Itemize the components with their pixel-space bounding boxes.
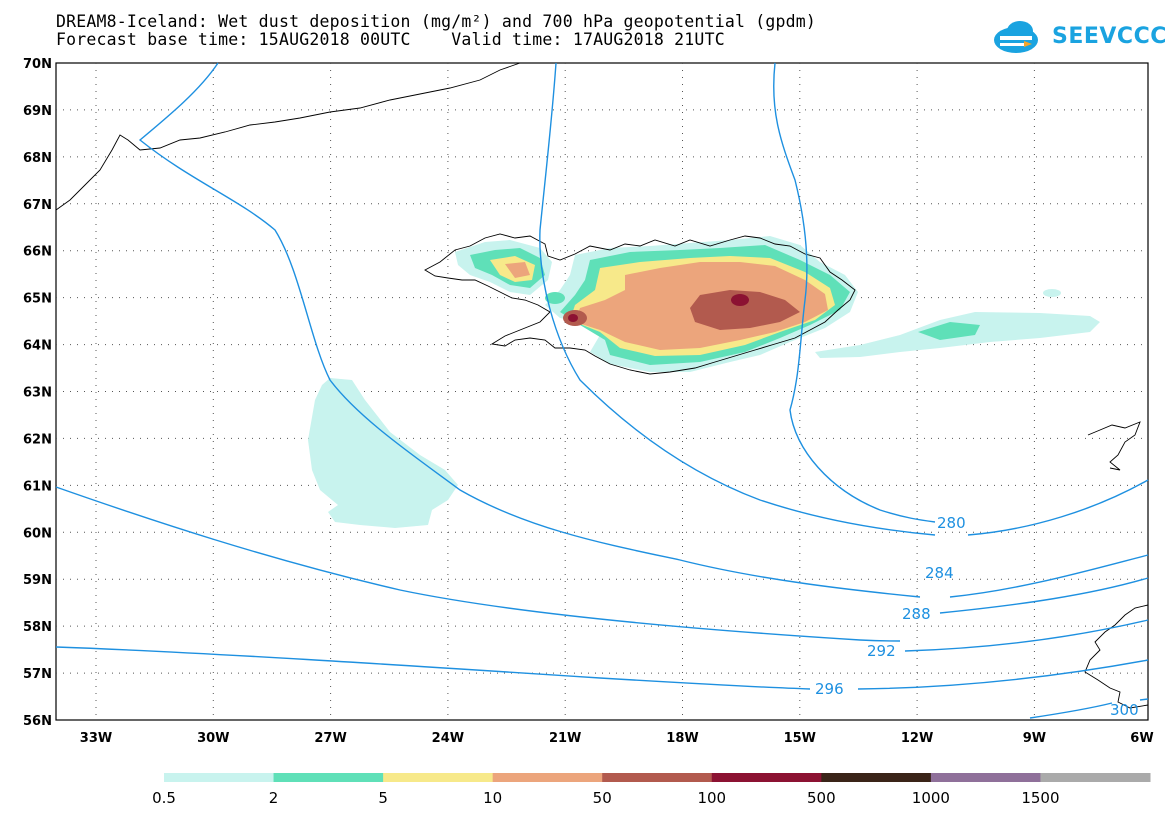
legend-swatch	[383, 773, 494, 782]
dust-patch-southwest	[308, 378, 458, 528]
contour-3	[773, 62, 936, 523]
dust-westfjords-orange	[505, 262, 530, 278]
contour-6b	[1139, 698, 1149, 701]
legend-swatch	[273, 773, 384, 782]
legend-label: 1500	[1021, 789, 1059, 807]
dust-iceland-red	[690, 290, 800, 330]
contour-label-280: 280	[937, 514, 966, 532]
contour-1b	[949, 554, 1149, 598]
dust-reykjanes-peak	[568, 314, 578, 322]
color-legend: 0.5 2 5 10 50 100 500 1000 1500	[152, 773, 1151, 807]
lat-label: 62N	[23, 432, 52, 447]
legend-swatch	[602, 773, 713, 782]
legend-swatch	[164, 773, 275, 782]
latitude-labels: 70N 69N 68N 67N 66N 65N 64N 63N 62N 61N 60N 59N 58N 5…	[23, 57, 52, 729]
lat-label: 64N	[23, 339, 52, 354]
lat-label: 65N	[23, 292, 52, 307]
legend-swatch	[492, 773, 603, 782]
dust-snaefellsnes	[545, 292, 565, 304]
chart-title: DREAM8-Iceland: Wet dust deposition (mg/…	[56, 12, 817, 31]
lon-label: 6W	[1130, 731, 1153, 746]
greenland-coastline	[55, 62, 521, 211]
legend-label: 10	[483, 789, 502, 807]
contour-4	[55, 486, 901, 642]
lat-label: 56N	[23, 714, 52, 729]
lon-label: 21W	[549, 731, 581, 746]
legend-label: 2	[269, 789, 279, 807]
legend-swatch	[1040, 773, 1151, 782]
lon-label: 12W	[901, 731, 933, 746]
contour-2b	[967, 479, 1149, 536]
dust-spot-east	[1043, 289, 1061, 297]
geopotential-contours	[55, 62, 1149, 719]
chart-subtitle: Forecast base time: 15AUG2018 00UTC Vali…	[56, 30, 725, 49]
contour-5b	[904, 619, 1149, 652]
lon-label: 27W	[314, 731, 346, 746]
legend-label: 500	[807, 789, 836, 807]
lat-label: 60N	[23, 526, 52, 541]
lat-label: 58N	[23, 620, 52, 635]
lon-label: 9W	[1023, 731, 1046, 746]
scotland-coastline	[1084, 604, 1149, 709]
contour-label-284: 284	[925, 564, 954, 582]
contour-label-288: 288	[902, 605, 931, 623]
legend-swatch	[821, 773, 932, 782]
dust-plume-core	[918, 322, 980, 340]
lat-label: 67N	[23, 198, 52, 213]
contour-label-300: 300	[1110, 701, 1139, 719]
lat-label: 63N	[23, 386, 52, 401]
lat-label: 59N	[23, 573, 52, 588]
legend-label: 5	[378, 789, 388, 807]
contour-5c	[857, 659, 1149, 690]
lat-label: 61N	[23, 479, 52, 494]
lon-label: 33W	[80, 731, 112, 746]
legend-swatch	[930, 773, 1041, 782]
dust-deposition-shading	[308, 236, 1100, 528]
lat-label: 66N	[23, 245, 52, 260]
longitude-labels: 33W 30W 27W 24W 21W 18W 15W 12W 9W 6W	[80, 731, 1154, 746]
lat-label: 57N	[23, 667, 52, 682]
faroe-coastline	[1087, 421, 1141, 471]
lon-label: 30W	[197, 731, 229, 746]
cloud-logo-icon	[994, 21, 1038, 53]
legend-label: 100	[697, 789, 726, 807]
lon-label: 18W	[666, 731, 698, 746]
contour-4b	[939, 577, 1149, 614]
lat-label: 68N	[23, 151, 52, 166]
logo-text: SEEVCCC	[1052, 24, 1167, 49]
lat-label: 69N	[23, 104, 52, 119]
legend-label: 0.5	[152, 789, 176, 807]
contour-2	[539, 62, 936, 536]
lon-label: 15W	[784, 731, 816, 746]
contour-label-296: 296	[815, 680, 844, 698]
legend-label: 50	[593, 789, 612, 807]
dust-iceland-peak	[731, 294, 749, 306]
coastlines	[55, 62, 1149, 709]
legend-swatch	[711, 773, 822, 782]
contour-labels: 280 284 288 292 296 300	[815, 514, 1139, 719]
lat-label: 70N	[23, 57, 52, 72]
contour-6	[1029, 702, 1113, 719]
lon-label: 24W	[432, 731, 464, 746]
contour-1	[138, 62, 921, 598]
seevccc-logo	[994, 21, 1038, 53]
legend-label: 1000	[912, 789, 950, 807]
contour-label-292: 292	[867, 642, 896, 660]
iceland-coastline	[424, 233, 856, 375]
contour-5	[55, 646, 811, 690]
